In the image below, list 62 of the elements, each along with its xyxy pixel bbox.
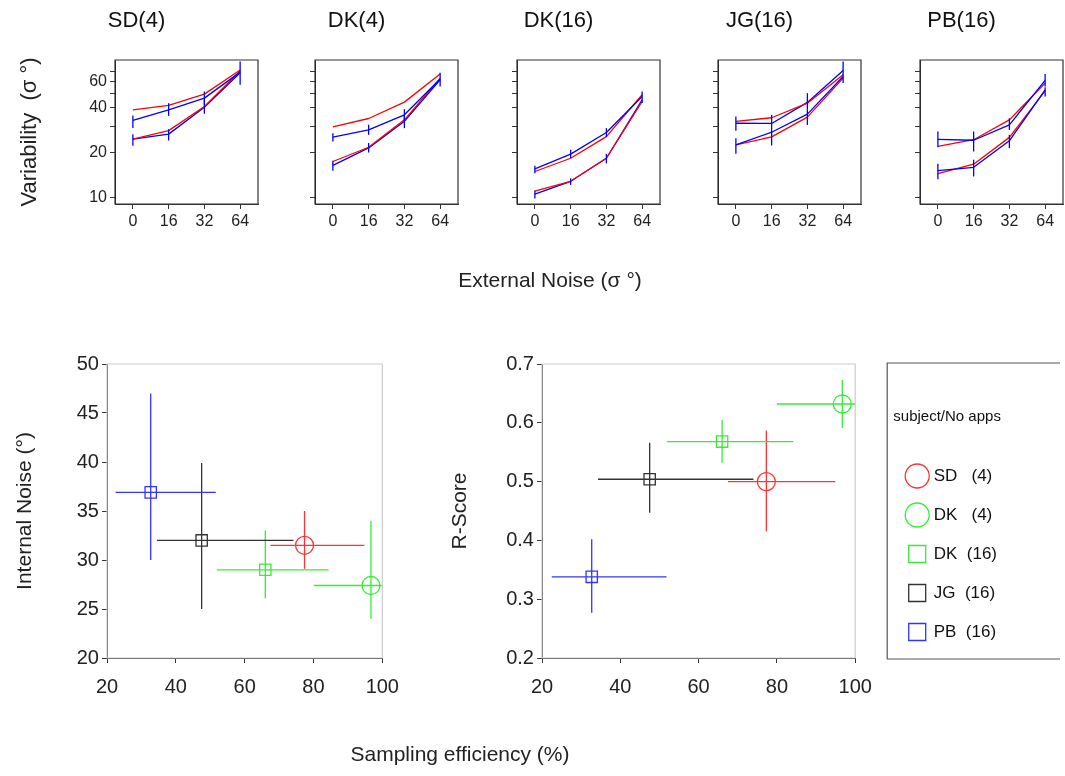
legend-label: PB (16) bbox=[933, 621, 997, 641]
y-tick-label: 25 bbox=[76, 596, 99, 619]
y-tick-label: 0.7 bbox=[506, 351, 534, 374]
y-tick-label: 20 bbox=[76, 645, 99, 668]
x-tick-label: 80 bbox=[765, 674, 789, 697]
legend-label: SD (4) bbox=[933, 465, 993, 485]
x-tick-label: 32 bbox=[395, 212, 414, 230]
x-tick-label: 64 bbox=[1036, 212, 1055, 230]
x-tick-label: 32 bbox=[798, 212, 817, 230]
x-tick-label: 60 bbox=[233, 674, 256, 697]
x-tick-label: 32 bbox=[597, 212, 616, 230]
y-tick-label: 0.5 bbox=[506, 469, 534, 492]
x-tick-label: 64 bbox=[231, 212, 250, 230]
chart-title: PB(16) bbox=[927, 7, 996, 33]
x-tick-label: 32 bbox=[1000, 212, 1019, 230]
y-tick-label: 30 bbox=[76, 547, 99, 570]
y-tick-label: 20 bbox=[89, 142, 108, 160]
y-axis-title: Internal Noise (°) bbox=[12, 432, 36, 590]
x-tick-label: 0 bbox=[933, 212, 943, 230]
y-tick-label: 45 bbox=[76, 400, 99, 423]
chart-title: DK(16) bbox=[523, 7, 594, 33]
x-tick-label: 20 bbox=[530, 674, 554, 697]
y-tick-label: 40 bbox=[76, 449, 99, 472]
x-tick-label: 100 bbox=[365, 674, 399, 697]
x-axis-title: Sampling efficiency (%) bbox=[350, 742, 570, 766]
x-tick-label: 64 bbox=[431, 212, 450, 230]
x-tick-label: 100 bbox=[838, 674, 872, 697]
y-tick-label: 0.6 bbox=[506, 410, 534, 433]
x-axis-title: External Noise (σ °) bbox=[458, 268, 642, 292]
x-tick-label: 0 bbox=[731, 212, 741, 230]
y-tick-label: 50 bbox=[76, 351, 99, 374]
chart-title: SD(4) bbox=[107, 7, 166, 33]
chart-title: JG(16) bbox=[725, 7, 794, 33]
y-axis-title: Variability (σ °) bbox=[16, 57, 42, 207]
legend-label: DK (4) bbox=[933, 504, 993, 524]
y-tick-label: 0.4 bbox=[506, 527, 534, 550]
x-tick-label: 32 bbox=[195, 212, 214, 230]
x-tick-label: 40 bbox=[609, 674, 632, 697]
x-tick-label: 80 bbox=[302, 674, 325, 697]
x-tick-label: 16 bbox=[964, 212, 983, 230]
chart-title: DK(4) bbox=[327, 7, 386, 33]
x-tick-label: 0 bbox=[530, 212, 540, 230]
legend-title: subject/No apps bbox=[893, 407, 1001, 425]
x-tick-label: 16 bbox=[159, 212, 178, 230]
y-tick-label: 60 bbox=[89, 72, 108, 90]
y-tick-label: 35 bbox=[76, 498, 99, 521]
x-tick-label: 40 bbox=[164, 674, 187, 697]
x-tick-label: 16 bbox=[762, 212, 781, 230]
y-axis-title: R-Score bbox=[447, 472, 471, 550]
x-tick-label: 64 bbox=[633, 212, 652, 230]
y-tick-label: 40 bbox=[89, 98, 108, 116]
x-tick-label: 16 bbox=[561, 212, 580, 230]
legend-label: JG (16) bbox=[933, 582, 996, 602]
x-tick-label: 0 bbox=[328, 212, 338, 230]
x-tick-label: 16 bbox=[359, 212, 378, 230]
x-tick-label: 60 bbox=[687, 674, 710, 697]
y-tick-label: 0.3 bbox=[506, 586, 534, 609]
x-tick-label: 64 bbox=[834, 212, 853, 230]
x-tick-label: 0 bbox=[128, 212, 138, 230]
y-tick-label: 10 bbox=[89, 187, 108, 205]
y-tick-label: 0.2 bbox=[506, 645, 534, 668]
legend-label: DK (16) bbox=[933, 543, 997, 563]
